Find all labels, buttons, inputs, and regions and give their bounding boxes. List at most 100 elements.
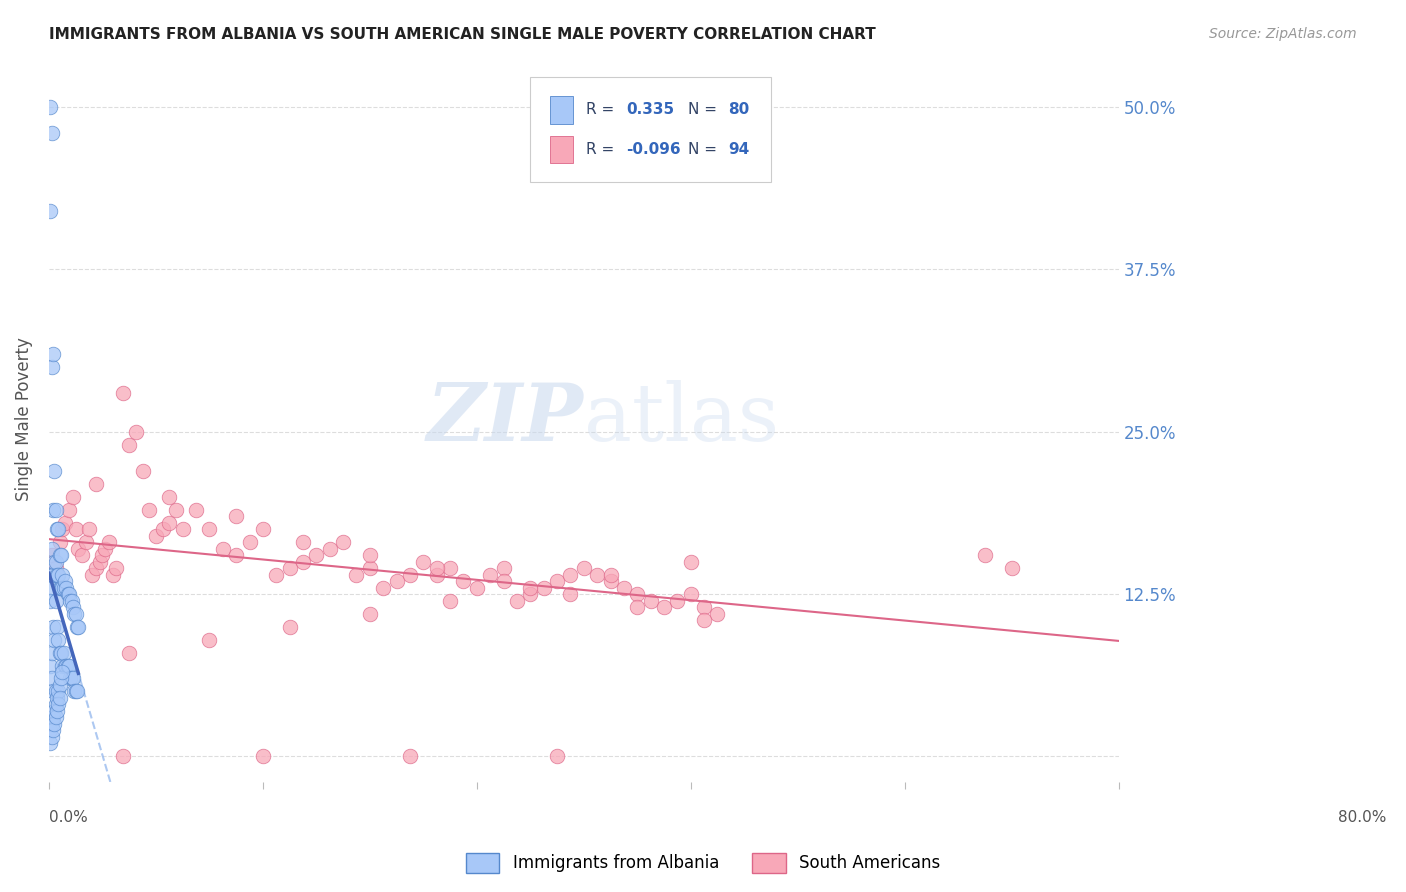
South Americans (51, 522, 73, 536)
Immigrants from Albania (46, 632, 69, 647)
Immigrants from Albania (56, 658, 79, 673)
Immigrants from Albania (46, 567, 69, 582)
South Americans (546, 749, 568, 764)
South Americans (399, 567, 422, 582)
South Americans (118, 646, 141, 660)
South Americans (89, 555, 111, 569)
South Americans (492, 561, 515, 575)
Immigrants from Albania (49, 548, 72, 562)
Immigrants from Albania (42, 684, 65, 698)
Immigrants from Albania (41, 730, 63, 744)
Immigrants from Albania (46, 522, 69, 536)
Immigrants from Albania (51, 567, 73, 582)
South Americans (65, 522, 87, 536)
South Americans (560, 587, 582, 601)
Immigrants from Albania (44, 704, 66, 718)
South Americans (165, 502, 187, 516)
South Americans (426, 561, 449, 575)
Immigrants from Albania (46, 704, 69, 718)
Immigrants from Albania (42, 723, 65, 738)
South Americans (292, 535, 315, 549)
Immigrants from Albania (66, 684, 89, 698)
South Americans (679, 587, 702, 601)
Immigrants from Albania (51, 665, 73, 679)
South Americans (1001, 561, 1024, 575)
Immigrants from Albania (56, 587, 79, 601)
Immigrants from Albania (52, 581, 75, 595)
South Americans (613, 581, 636, 595)
Immigrants from Albania (42, 619, 65, 633)
South Americans (198, 632, 221, 647)
South Americans (399, 749, 422, 764)
Text: 80: 80 (728, 103, 749, 117)
South Americans (599, 567, 621, 582)
Text: 0.0%: 0.0% (49, 810, 87, 825)
Immigrants from Albania (51, 658, 73, 673)
Immigrants from Albania (42, 347, 65, 361)
Immigrants from Albania (59, 593, 82, 607)
Immigrants from Albania (45, 593, 67, 607)
South Americans (53, 516, 76, 530)
South Americans (67, 541, 90, 556)
South Americans (104, 561, 127, 575)
Text: N =: N = (688, 142, 721, 157)
South Americans (652, 600, 675, 615)
Immigrants from Albania (65, 684, 87, 698)
South Americans (48, 535, 70, 549)
Y-axis label: Single Male Poverty: Single Male Poverty (15, 337, 32, 500)
Text: R =: R = (586, 142, 619, 157)
Immigrants from Albania (41, 717, 63, 731)
Immigrants from Albania (51, 581, 73, 595)
South Americans (125, 425, 148, 439)
South Americans (373, 581, 395, 595)
South Americans (145, 528, 167, 542)
Immigrants from Albania (42, 710, 65, 724)
Immigrants from Albania (39, 736, 62, 750)
South Americans (453, 574, 475, 588)
South Americans (98, 535, 121, 549)
South Americans (225, 509, 247, 524)
South Americans (131, 464, 153, 478)
South Americans (94, 541, 117, 556)
South Americans (666, 593, 689, 607)
South Americans (278, 561, 301, 575)
South Americans (572, 561, 595, 575)
Immigrants from Albania (49, 672, 72, 686)
Immigrants from Albania (67, 619, 90, 633)
Immigrants from Albania (39, 567, 62, 582)
Immigrants from Albania (46, 522, 69, 536)
South Americans (359, 607, 381, 621)
South Americans (111, 749, 134, 764)
Immigrants from Albania (46, 684, 69, 698)
South Americans (439, 561, 461, 575)
Immigrants from Albania (45, 710, 67, 724)
Immigrants from Albania (62, 600, 84, 615)
South Americans (465, 581, 488, 595)
South Americans (152, 522, 174, 536)
Bar (550, 95, 574, 123)
South Americans (72, 548, 94, 562)
South Americans (586, 567, 609, 582)
Immigrants from Albania (46, 690, 69, 705)
Immigrants from Albania (53, 658, 76, 673)
Immigrants from Albania (41, 126, 63, 140)
South Americans (211, 541, 233, 556)
South Americans (479, 567, 502, 582)
Immigrants from Albania (48, 646, 70, 660)
South Americans (693, 600, 716, 615)
Immigrants from Albania (48, 690, 70, 705)
Immigrants from Albania (45, 555, 67, 569)
South Americans (626, 587, 648, 601)
South Americans (439, 593, 461, 607)
Bar (550, 136, 574, 163)
Immigrants from Albania (39, 100, 62, 114)
Immigrants from Albania (39, 581, 62, 595)
Immigrants from Albania (39, 723, 62, 738)
South Americans (346, 567, 368, 582)
Immigrants from Albania (59, 672, 82, 686)
Immigrants from Albania (41, 646, 63, 660)
South Americans (62, 490, 84, 504)
Immigrants from Albania (60, 593, 83, 607)
South Americans (519, 581, 541, 595)
South Americans (332, 535, 354, 549)
